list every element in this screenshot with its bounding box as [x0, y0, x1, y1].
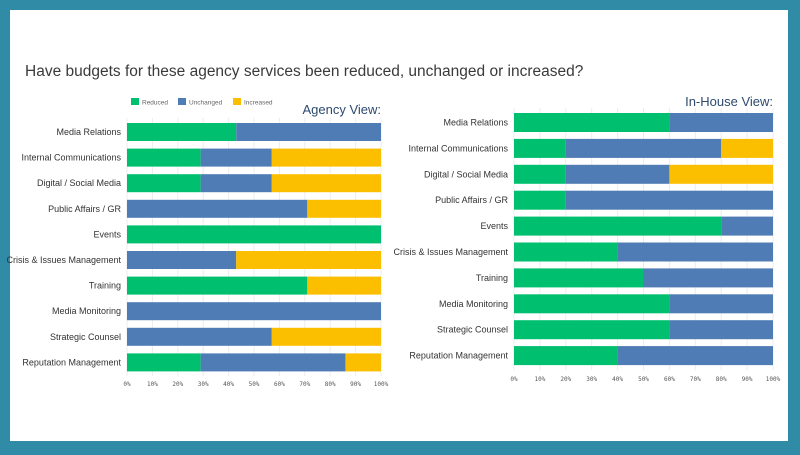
- legend: Reduced Unchanged Increased: [131, 98, 273, 107]
- category-label: Crisis & Issues Management: [393, 247, 508, 257]
- bar-increased: [345, 353, 381, 372]
- legend-label-increased: Increased: [244, 100, 273, 107]
- bar-reduced: [514, 138, 566, 158]
- category-label: Internal Communications: [21, 153, 121, 163]
- category-label: Public Affairs / GR: [48, 204, 121, 214]
- category-label: Training: [476, 273, 508, 283]
- category-label: Reputation Management: [409, 351, 508, 361]
- x-tick-label: 40%: [612, 376, 623, 383]
- chart-title: Have budgets for these agency services b…: [25, 63, 584, 80]
- x-tick-label: 50%: [638, 376, 649, 383]
- x-tick-label: 50%: [249, 381, 260, 388]
- bar-reduced: [514, 242, 618, 262]
- x-tick-label: 10%: [534, 376, 545, 383]
- legend-swatch-reduced: [131, 98, 139, 105]
- x-tick-label: 90%: [350, 381, 361, 388]
- agency-view-chart: 0% 10% 20% 30% 40% 50% 60% 70% 80% 90% 100% Agency …: [6, 102, 388, 388]
- x-tick-label: 0%: [510, 376, 518, 383]
- legend-label-reduced: Reduced: [142, 100, 168, 107]
- legend-label-unchanged: Unchanged: [189, 100, 223, 107]
- category-label: Internal Communications: [408, 143, 508, 153]
- bar-reduced: [127, 276, 308, 295]
- x-tick-label: 100%: [374, 381, 389, 388]
- category-label: Reputation Management: [22, 357, 121, 367]
- x-tick-label: 90%: [742, 376, 753, 383]
- category-label: Events: [93, 229, 121, 239]
- category-label: Media Relations: [443, 118, 508, 128]
- legend-swatch-increased: [233, 98, 241, 105]
- bar-unchanged: [565, 164, 670, 184]
- bar-reduced: [514, 164, 566, 184]
- bar-unchanged: [669, 320, 773, 340]
- x-tick-label: 60%: [664, 376, 675, 383]
- x-tick-label: 70%: [299, 381, 310, 388]
- x-tick-label: 30%: [198, 381, 209, 388]
- x-tick-label: 20%: [560, 376, 571, 383]
- x-tick-label: 80%: [325, 381, 336, 388]
- category-label: Events: [480, 221, 508, 231]
- category-label: Media Relations: [56, 127, 121, 137]
- x-tick-label: 100%: [766, 376, 781, 383]
- bar-unchanged: [617, 242, 773, 262]
- bar-increased: [271, 174, 381, 193]
- bar-reduced: [514, 294, 670, 314]
- bar-reduced: [127, 123, 237, 141]
- category-label: Digital / Social Media: [424, 169, 508, 179]
- bar-increased: [669, 164, 773, 184]
- bar-unchanged: [200, 148, 272, 167]
- bar-increased: [307, 276, 381, 295]
- bar-reduced: [127, 174, 201, 193]
- category-label: Strategic Counsel: [50, 332, 121, 342]
- bar-unchanged: [669, 294, 773, 314]
- bar-unchanged: [127, 327, 272, 346]
- bar-reduced: [514, 190, 566, 210]
- x-tick-label: 40%: [223, 381, 234, 388]
- bar-reduced: [514, 268, 644, 288]
- bar-reduced: [514, 320, 670, 340]
- category-label: Public Affairs / GR: [435, 195, 508, 205]
- chart-view-title: Agency View:: [302, 102, 381, 117]
- bar-unchanged: [643, 268, 773, 288]
- bar-unchanged: [669, 113, 773, 132]
- bar-increased: [271, 148, 381, 167]
- x-tick-label: 20%: [172, 381, 183, 388]
- x-tick-label: 0%: [123, 381, 131, 388]
- in-house-view-chart: 0% 10% 20% 30% 40% 50% 60% 70% 80% 90% 100% In-Hous…: [393, 94, 780, 383]
- legend-swatch-unchanged: [178, 98, 186, 105]
- bar-unchanged: [236, 123, 381, 141]
- bar-increased: [307, 199, 381, 218]
- bar-unchanged: [200, 353, 346, 372]
- bar-reduced: [127, 148, 201, 167]
- category-label: Media Monitoring: [52, 306, 121, 316]
- x-tick-label: 10%: [147, 381, 158, 388]
- bar-unchanged: [127, 302, 381, 321]
- bar-reduced: [127, 225, 381, 244]
- x-tick-label: 30%: [586, 376, 597, 383]
- bar-increased: [721, 138, 773, 158]
- bar-unchanged: [127, 251, 237, 269]
- x-tick-label: 70%: [690, 376, 701, 383]
- bar-unchanged: [617, 346, 773, 366]
- chart-view-title: In-House View:: [685, 94, 773, 109]
- category-label: Crisis & Issues Management: [6, 255, 121, 265]
- bar-reduced: [514, 216, 722, 236]
- bar-reduced: [127, 353, 201, 372]
- x-tick-label: 80%: [716, 376, 727, 383]
- bar-unchanged: [565, 138, 722, 158]
- bar-increased: [271, 327, 381, 346]
- category-label: Media Monitoring: [439, 299, 508, 309]
- bar-increased: [236, 251, 381, 269]
- bar-unchanged: [127, 199, 308, 218]
- bar-unchanged: [565, 190, 773, 210]
- bar-reduced: [514, 346, 618, 366]
- category-label: Digital / Social Media: [37, 178, 121, 188]
- bar-unchanged: [200, 174, 272, 193]
- bar-unchanged: [721, 216, 773, 236]
- category-label: Training: [89, 281, 121, 291]
- category-label: Strategic Counsel: [437, 325, 508, 335]
- bar-reduced: [514, 113, 670, 132]
- x-tick-label: 60%: [274, 381, 285, 388]
